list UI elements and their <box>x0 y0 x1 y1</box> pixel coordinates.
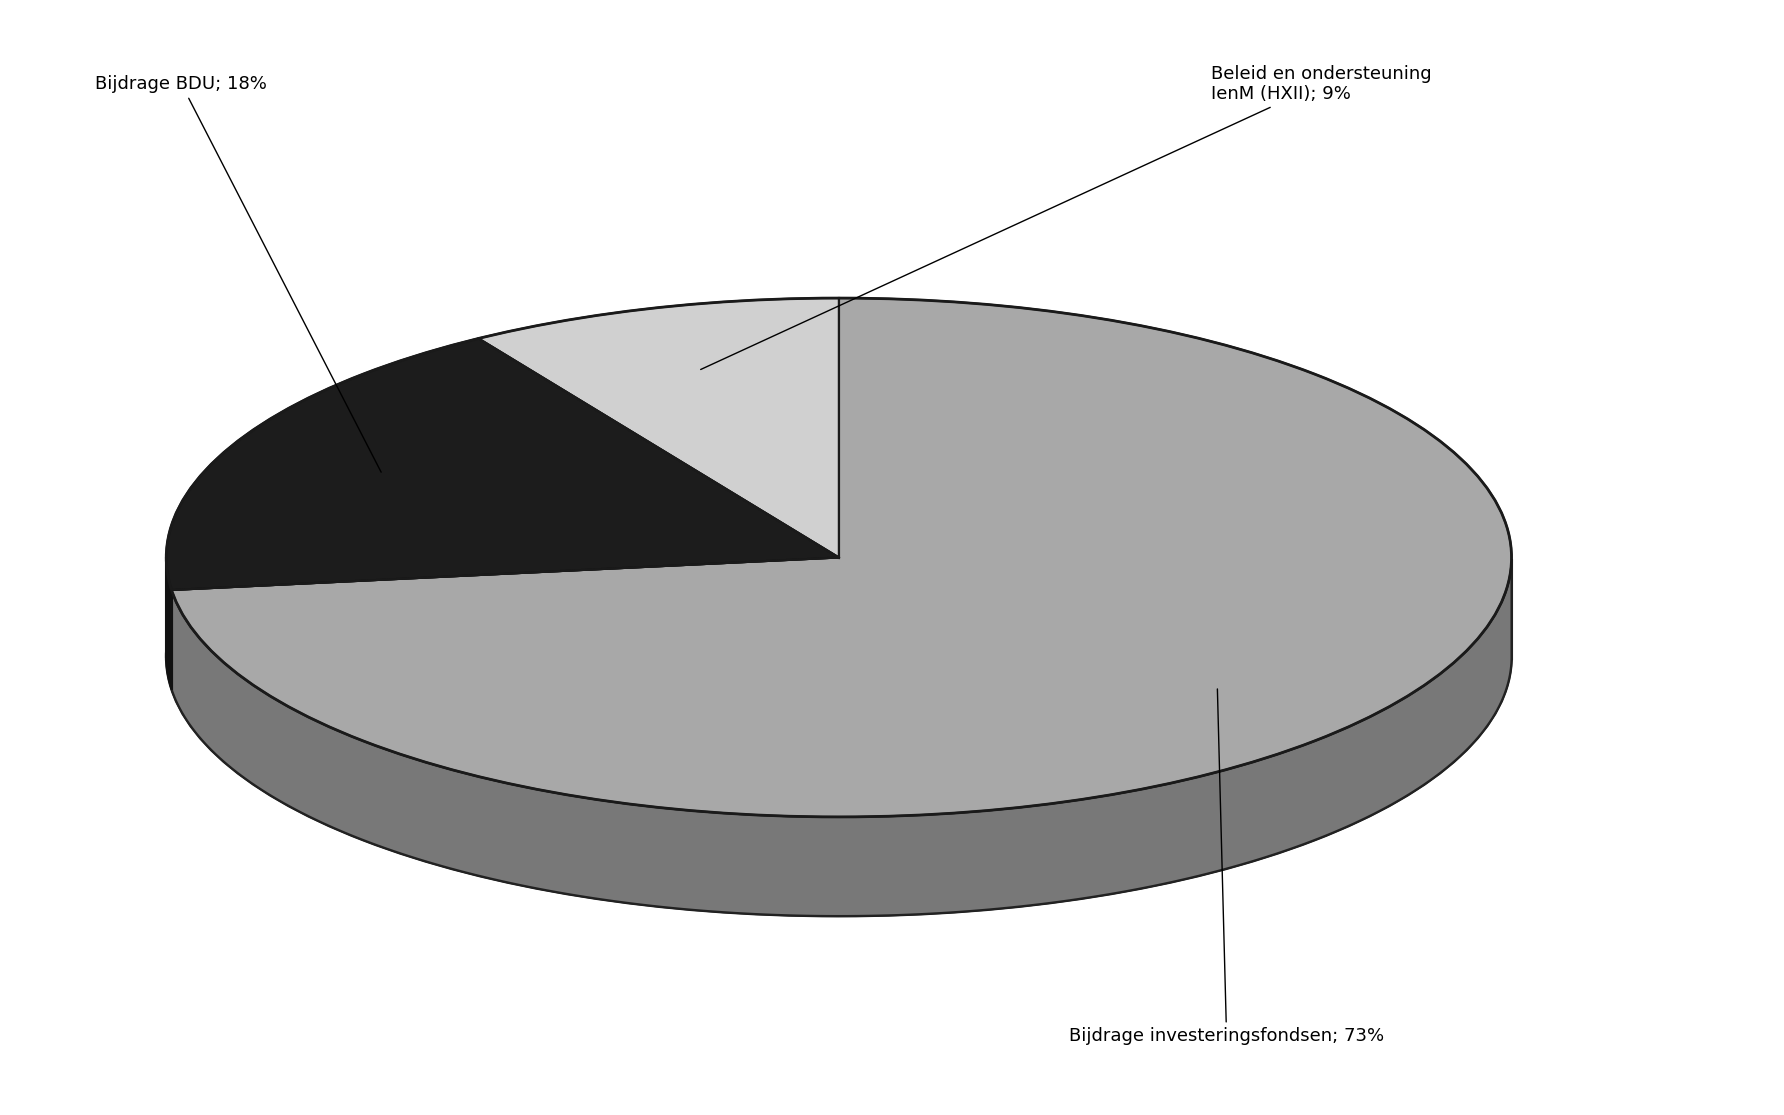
Ellipse shape <box>166 397 1511 917</box>
Text: Beleid en ondersteuning
IenM (HXII); 9%: Beleid en ondersteuning IenM (HXII); 9% <box>701 65 1431 369</box>
Text: Bijdrage BDU; 18%: Bijdrage BDU; 18% <box>96 75 382 472</box>
Polygon shape <box>171 560 1511 917</box>
Polygon shape <box>166 558 171 689</box>
Text: Bijdrage investeringsfondsen; 73%: Bijdrage investeringsfondsen; 73% <box>1069 689 1384 1046</box>
Polygon shape <box>478 298 838 558</box>
Polygon shape <box>171 298 1511 817</box>
Polygon shape <box>166 339 838 590</box>
